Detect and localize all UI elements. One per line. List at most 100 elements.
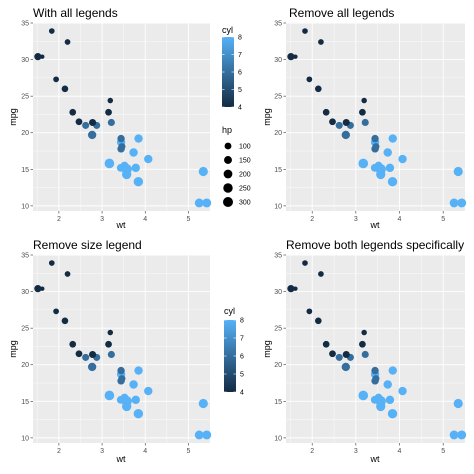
size-key — [222, 196, 234, 208]
data-point — [306, 308, 313, 315]
chart-title: Remove size legend — [33, 238, 142, 252]
data-point — [134, 366, 143, 375]
data-point — [104, 158, 115, 169]
data-point — [318, 39, 324, 45]
y-tick-label: 15 — [274, 399, 282, 406]
x-tick-label: 3 — [100, 216, 104, 223]
data-point — [388, 366, 397, 375]
y-tick-label: 35 — [21, 21, 29, 28]
chart-title: Remove all legends — [289, 6, 394, 20]
data-point — [117, 377, 125, 385]
y-tick-label: 15 — [21, 399, 29, 406]
data-point — [104, 390, 115, 401]
data-point — [371, 145, 379, 153]
data-point — [453, 398, 463, 409]
data-point — [361, 97, 367, 104]
y-tick-label: 15 — [274, 167, 282, 174]
y-tick-label: 35 — [274, 21, 282, 28]
data-point — [34, 285, 42, 293]
data-point — [387, 409, 398, 419]
x-axis-label: wt — [116, 220, 126, 230]
data-point — [144, 386, 153, 396]
size-key — [223, 183, 233, 193]
data-point — [449, 198, 459, 208]
data-point — [341, 130, 350, 140]
data-point — [89, 118, 97, 127]
y-axis-label: mpg — [8, 108, 18, 126]
data-point — [131, 163, 140, 173]
data-point — [359, 108, 366, 116]
plot-area: 2 3 4 5 10 15 20 25 30 35 — [21, 253, 212, 455]
y-tick-label: 20 — [21, 130, 29, 137]
plot-area: 2 3 4 5 10 15 20 25 30 35 — [274, 253, 467, 455]
y-tick-label: 25 — [274, 326, 282, 333]
size-key — [224, 156, 232, 164]
data-point — [134, 134, 143, 143]
data-point — [302, 28, 308, 34]
data-point — [87, 362, 97, 372]
chart-title: With all legends — [33, 6, 118, 20]
y-tick-label: 10 — [21, 435, 29, 442]
data-point — [75, 350, 83, 358]
data-point — [341, 362, 350, 372]
y-tick-label: 35 — [21, 253, 29, 260]
x-tick-label: 5 — [441, 448, 445, 455]
data-point — [457, 430, 467, 440]
y-tick-label: 30 — [274, 57, 282, 64]
data-point — [371, 134, 379, 143]
data-point — [194, 430, 204, 440]
chart-panel-1: With all legends 2 3 4 5 10 15 20 25 30 35 wt mpg… — [8, 6, 251, 230]
panel-background — [286, 23, 465, 211]
color-legend: cyl 4 5 6 7 8 — [222, 25, 242, 112]
size-legend-label: 300 — [239, 200, 251, 207]
data-point — [64, 39, 71, 45]
data-point — [69, 340, 77, 348]
x-tick-label: 5 — [441, 216, 445, 223]
data-point — [48, 260, 55, 266]
y-tick-label: 10 — [274, 435, 282, 442]
data-point — [322, 108, 330, 116]
color-legend-label: 6 — [238, 70, 242, 77]
data-point — [314, 85, 322, 93]
x-tick-label: 5 — [186, 448, 190, 455]
data-point — [61, 317, 69, 325]
data-point — [121, 396, 132, 407]
size-legend-label: 150 — [239, 158, 251, 165]
panel-background — [286, 255, 465, 443]
y-tick-label: 25 — [21, 326, 29, 333]
x-tick-label: 2 — [57, 448, 61, 455]
data-point — [335, 353, 343, 361]
data-point — [398, 386, 407, 396]
data-point — [383, 148, 392, 157]
data-point — [302, 260, 308, 266]
x-tick-label: 3 — [354, 216, 358, 223]
y-tick-label: 30 — [21, 289, 29, 296]
data-point — [133, 409, 144, 419]
size-legend-label: 100 — [239, 144, 251, 151]
data-point — [82, 353, 90, 361]
panel-background — [33, 255, 210, 443]
data-point — [202, 198, 212, 208]
color-legend-label: 6 — [240, 354, 244, 361]
data-point — [133, 177, 144, 187]
data-point — [322, 340, 330, 348]
data-point — [82, 121, 90, 129]
data-point — [329, 350, 336, 358]
data-point — [69, 108, 77, 116]
x-axis-label: wt — [370, 220, 380, 230]
data-point — [34, 53, 42, 61]
data-point — [117, 145, 125, 153]
x-tick-label: 2 — [57, 216, 61, 223]
data-point — [61, 85, 69, 93]
y-tick-label: 20 — [274, 362, 282, 369]
data-point — [131, 395, 140, 405]
y-tick-label: 25 — [274, 94, 282, 101]
panel-background — [33, 23, 210, 211]
color-legend-label: 4 — [238, 105, 242, 112]
data-point — [385, 163, 395, 173]
x-tick-label: 4 — [398, 448, 402, 455]
data-point — [198, 398, 208, 409]
data-point — [129, 380, 138, 389]
y-axis-label: mpg — [8, 340, 18, 358]
y-tick-label: 30 — [274, 289, 282, 296]
